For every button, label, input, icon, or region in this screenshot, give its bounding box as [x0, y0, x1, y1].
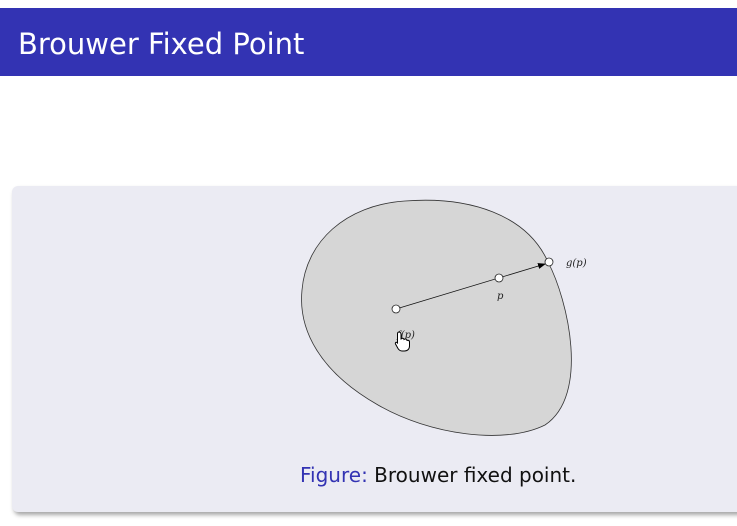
caption-text: Brouwer fixed point.	[367, 463, 577, 487]
label-p: p	[497, 291, 504, 302]
label-g: g(p)	[566, 258, 587, 269]
point-p	[494, 273, 504, 283]
disk-region	[301, 199, 572, 436]
ray-line	[395, 263, 546, 310]
title-bar	[0, 8, 737, 76]
figure-caption: Figure: Brouwer fixed point.	[300, 462, 576, 488]
slide-title: Brouwer Fixed Point	[18, 27, 305, 61]
top-strip	[0, 0, 737, 8]
label-f: f(p)	[396, 330, 415, 341]
point-g	[544, 257, 554, 267]
hand-cursor-icon	[394, 331, 410, 352]
point-f	[391, 304, 401, 314]
caption-label: Figure:	[300, 463, 368, 487]
